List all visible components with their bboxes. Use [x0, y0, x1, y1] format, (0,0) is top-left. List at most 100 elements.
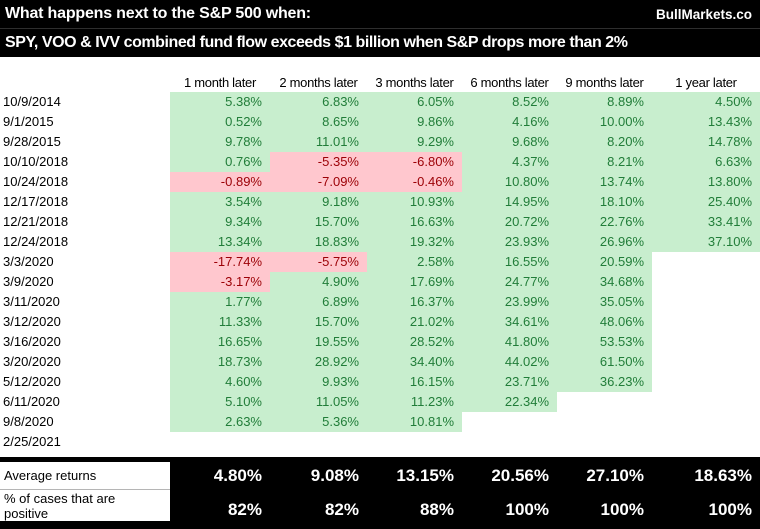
return-cell[interactable]: 11.33%: [170, 312, 270, 332]
average-return-cell[interactable]: 9.08%: [310, 466, 359, 485]
return-cell[interactable]: 34.40%: [367, 352, 462, 372]
return-cell[interactable]: 10.93%: [367, 192, 462, 212]
return-cell[interactable]: 2.63%: [170, 412, 270, 432]
return-cell[interactable]: -7.09%: [270, 172, 367, 192]
date-cell[interactable]: 10/9/2014: [3, 94, 61, 109]
return-cell[interactable]: 19.55%: [270, 332, 367, 352]
return-cell[interactable]: 4.60%: [170, 372, 270, 392]
return-cell[interactable]: 9.34%: [170, 212, 270, 232]
return-cell[interactable]: 16.15%: [367, 372, 462, 392]
return-cell[interactable]: [170, 432, 270, 452]
return-cell[interactable]: [367, 432, 462, 452]
return-cell[interactable]: 21.02%: [367, 312, 462, 332]
return-cell[interactable]: -6.80%: [367, 152, 462, 172]
return-cell[interactable]: 13.34%: [170, 232, 270, 252]
return-cell[interactable]: -5.35%: [270, 152, 367, 172]
column-header-cell[interactable]: 6 months later: [470, 74, 549, 90]
return-cell[interactable]: 0.52%: [170, 112, 270, 132]
return-cell[interactable]: [652, 332, 760, 352]
return-cell[interactable]: 16.65%: [170, 332, 270, 352]
return-cell[interactable]: 8.52%: [462, 92, 557, 112]
return-cell[interactable]: 4.90%: [270, 272, 367, 292]
return-cell[interactable]: 10.80%: [462, 172, 557, 192]
return-cell[interactable]: 10.81%: [367, 412, 462, 432]
return-cell[interactable]: 23.99%: [462, 292, 557, 312]
return-cell[interactable]: 34.68%: [557, 272, 652, 292]
column-header-cell[interactable]: 1 year later: [675, 74, 737, 90]
column-header-cell[interactable]: 1 month later: [184, 74, 256, 90]
column-header-cell[interactable]: 2 months later: [279, 74, 358, 90]
date-cell[interactable]: 5/12/2020: [3, 374, 61, 389]
return-cell[interactable]: 16.55%: [462, 252, 557, 272]
return-cell[interactable]: [652, 432, 760, 452]
return-cell[interactable]: 17.69%: [367, 272, 462, 292]
return-cell[interactable]: 61.50%: [557, 352, 652, 372]
return-cell[interactable]: 16.37%: [367, 292, 462, 312]
return-cell[interactable]: -3.17%: [170, 272, 270, 292]
average-return-cell[interactable]: 4.80%: [213, 466, 262, 485]
return-cell[interactable]: 9.68%: [462, 132, 557, 152]
return-cell[interactable]: 37.10%: [652, 232, 760, 252]
return-cell[interactable]: 8.20%: [557, 132, 652, 152]
average-return-cell[interactable]: 27.10%: [586, 466, 644, 485]
return-cell[interactable]: 11.01%: [270, 132, 367, 152]
date-cell[interactable]: 3/9/2020: [3, 274, 54, 289]
return-cell[interactable]: 4.37%: [462, 152, 557, 172]
return-cell[interactable]: [652, 252, 760, 272]
return-cell[interactable]: 8.89%: [557, 92, 652, 112]
date-cell[interactable]: 3/20/2020: [3, 354, 61, 369]
return-cell[interactable]: 6.89%: [270, 292, 367, 312]
column-header-cell[interactable]: 3 months later: [375, 74, 454, 90]
return-cell[interactable]: 18.83%: [270, 232, 367, 252]
return-cell[interactable]: 2.58%: [367, 252, 462, 272]
return-cell[interactable]: 11.05%: [270, 392, 367, 412]
return-cell[interactable]: 13.43%: [652, 112, 760, 132]
return-cell[interactable]: 0.76%: [170, 152, 270, 172]
return-cell[interactable]: 6.05%: [367, 92, 462, 112]
return-cell[interactable]: 28.92%: [270, 352, 367, 372]
return-cell[interactable]: 48.06%: [557, 312, 652, 332]
return-cell[interactable]: 22.76%: [557, 212, 652, 232]
return-cell[interactable]: 9.93%: [270, 372, 367, 392]
return-cell[interactable]: 5.36%: [270, 412, 367, 432]
return-cell[interactable]: 44.02%: [462, 352, 557, 372]
date-cell[interactable]: 10/10/2018: [3, 154, 69, 169]
return-cell[interactable]: 1.77%: [170, 292, 270, 312]
return-cell[interactable]: 8.65%: [270, 112, 367, 132]
date-cell[interactable]: 3/3/2020: [3, 254, 54, 269]
average-return-cell[interactable]: 20.56%: [491, 466, 549, 485]
return-cell[interactable]: 28.52%: [367, 332, 462, 352]
return-cell[interactable]: [652, 392, 760, 412]
return-cell[interactable]: 33.41%: [652, 212, 760, 232]
percent-positive-cell[interactable]: 100%: [708, 500, 752, 519]
return-cell[interactable]: 53.53%: [557, 332, 652, 352]
return-cell[interactable]: 25.40%: [652, 192, 760, 212]
return-cell[interactable]: 6.83%: [270, 92, 367, 112]
return-cell[interactable]: 13.74%: [557, 172, 652, 192]
return-cell[interactable]: 22.34%: [462, 392, 557, 412]
return-cell[interactable]: 19.32%: [367, 232, 462, 252]
average-return-cell[interactable]: 13.15%: [396, 466, 454, 485]
date-cell[interactable]: 9/28/2015: [3, 134, 61, 149]
return-cell[interactable]: 9.86%: [367, 112, 462, 132]
return-cell[interactable]: [652, 352, 760, 372]
return-cell[interactable]: 13.80%: [652, 172, 760, 192]
date-cell[interactable]: 10/24/2018: [3, 174, 69, 189]
percent-positive-cell[interactable]: 82%: [227, 500, 262, 519]
percent-positive-cell[interactable]: 100%: [600, 500, 644, 519]
return-cell[interactable]: -0.89%: [170, 172, 270, 192]
return-cell[interactable]: [652, 292, 760, 312]
return-cell[interactable]: -17.74%: [170, 252, 270, 272]
return-cell[interactable]: 15.70%: [270, 312, 367, 332]
return-cell[interactable]: 8.21%: [557, 152, 652, 172]
return-cell[interactable]: [652, 312, 760, 332]
return-cell[interactable]: 11.23%: [367, 392, 462, 412]
return-cell[interactable]: [270, 432, 367, 452]
return-cell[interactable]: [557, 392, 652, 412]
return-cell[interactable]: 23.93%: [462, 232, 557, 252]
percent-positive-label[interactable]: % of cases that are positive: [0, 490, 170, 521]
return-cell[interactable]: 41.80%: [462, 332, 557, 352]
return-cell[interactable]: [652, 272, 760, 292]
date-cell[interactable]: 2/25/2021: [3, 434, 61, 449]
return-cell[interactable]: 10.00%: [557, 112, 652, 132]
